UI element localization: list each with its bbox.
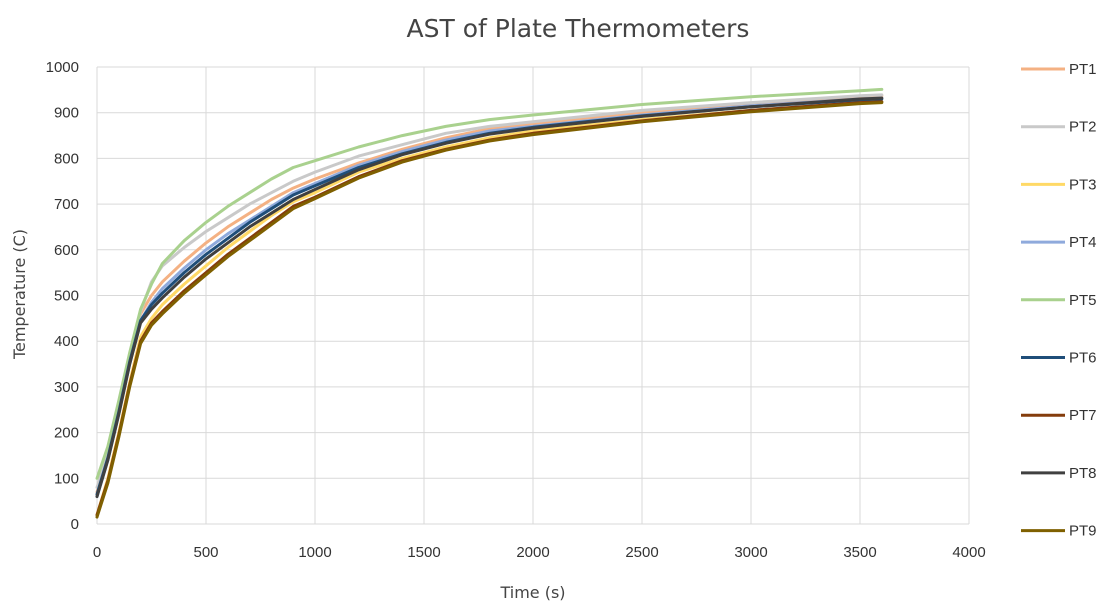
series-line-pt7 xyxy=(95,100,884,517)
y-tick-label: 700 xyxy=(54,196,79,213)
legend-label-pt2: PT2 xyxy=(1069,119,1097,136)
x-tick-label: 1500 xyxy=(407,544,440,561)
legend-label-pt4: PT4 xyxy=(1069,234,1097,251)
series-line-pt4 xyxy=(95,96,884,499)
series-line-pt8 xyxy=(95,96,884,499)
legend-label-pt6: PT6 xyxy=(1069,350,1097,367)
y-tick-label: 800 xyxy=(54,150,79,167)
series-lines xyxy=(95,87,884,519)
x-tick-label: 4000 xyxy=(952,544,985,561)
y-tick-label: 400 xyxy=(54,333,79,350)
tick-labels: 0 100 200 300 400 500 600 700 800 900 1000 0 500 1000… xyxy=(46,59,986,561)
legend-label-pt9: PT9 xyxy=(1069,523,1097,540)
y-tick-label: 300 xyxy=(54,379,79,396)
x-tick-label: 0 xyxy=(93,544,101,561)
x-tick-label: 2000 xyxy=(516,544,549,561)
x-tick-label: 3500 xyxy=(843,544,876,561)
series-line-pt3 xyxy=(95,100,884,517)
series-line-pt2 xyxy=(95,93,884,489)
x-tick-label: 500 xyxy=(193,544,218,561)
chart-title: AST of Plate Thermometers xyxy=(407,14,750,43)
y-tick-label: 0 xyxy=(71,516,79,533)
series-line-pt9 xyxy=(95,101,884,519)
x-tick-label: 2500 xyxy=(625,544,658,561)
gridlines xyxy=(96,66,970,525)
legend-label-pt3: PT3 xyxy=(1069,176,1097,193)
y-tick-label: 100 xyxy=(54,470,79,487)
y-tick-label: 500 xyxy=(54,288,79,305)
y-tick-label: 600 xyxy=(54,242,79,259)
y-axis-title: Temperature (C) xyxy=(10,229,29,360)
y-tick-label: 900 xyxy=(54,105,79,122)
legend-label-pt5: PT5 xyxy=(1069,292,1097,309)
y-tick-label: 1000 xyxy=(46,59,79,76)
x-axis-title: Time (s) xyxy=(499,583,565,602)
x-tick-label: 1000 xyxy=(298,544,331,561)
series-line-pt5 xyxy=(95,87,884,480)
legend: PT1 PT2 PT3 PT4 PT5 PT6 PT7 PT8 PT9 xyxy=(1021,61,1097,540)
legend-label-pt8: PT8 xyxy=(1069,465,1097,482)
legend-label-pt7: PT7 xyxy=(1069,407,1097,424)
y-tick-label: 200 xyxy=(54,425,79,442)
legend-label-pt1: PT1 xyxy=(1069,61,1097,78)
x-tick-label: 3000 xyxy=(734,544,767,561)
